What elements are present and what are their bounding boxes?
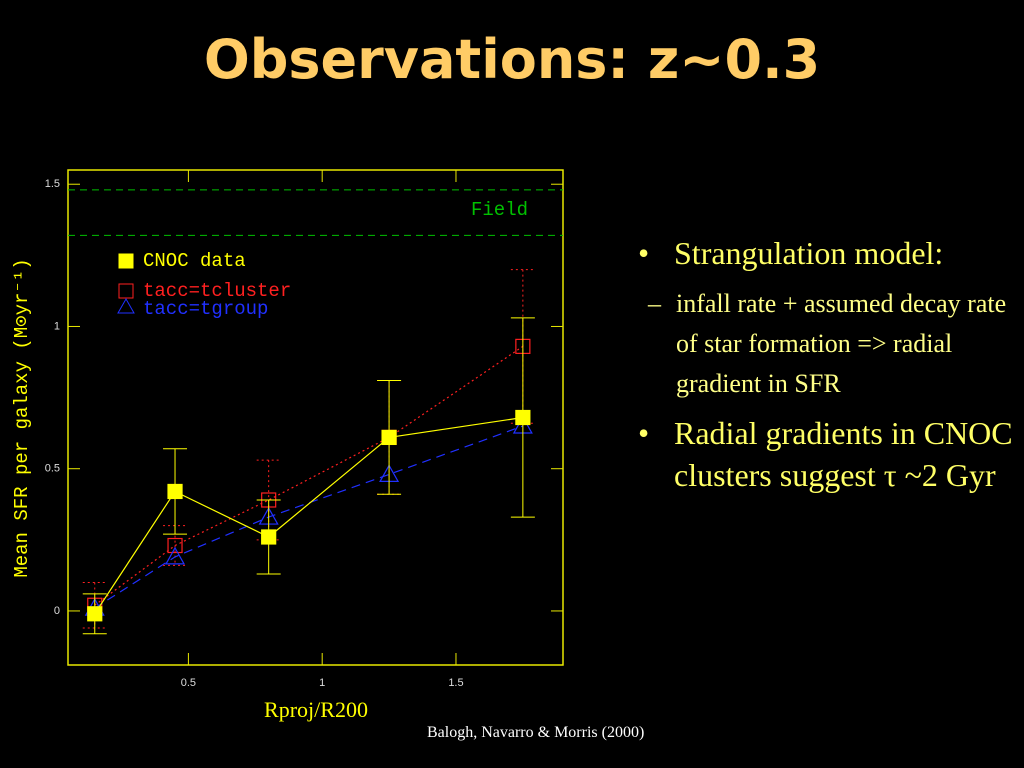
- marker: [515, 409, 531, 426]
- y-tick-label: 0: [54, 605, 60, 617]
- x-tick-label: 0.5: [181, 677, 196, 689]
- legend-label: CNOC data: [143, 250, 246, 272]
- bullet-list: • Strangulation model: – infall rate + ass…: [632, 232, 1017, 506]
- sub-bullet: – infall rate + assumed decay rate of sta…: [648, 289, 1007, 398]
- legend-marker: [118, 283, 134, 299]
- legend-marker: [117, 297, 135, 314]
- y-tick-label: 1: [54, 320, 60, 332]
- slide-title: Observations: z~0.3: [203, 28, 821, 91]
- series-line: [94, 416, 523, 615]
- plot-frame: [67, 169, 564, 666]
- x-tick-label: 1.5: [448, 677, 463, 689]
- marker: [261, 529, 277, 545]
- series-line: [94, 345, 524, 606]
- legend-label: tacc=tgroup: [143, 298, 268, 320]
- legend-marker: [118, 253, 134, 269]
- y-tick-label: 1.5: [45, 178, 60, 190]
- legend-label: tacc=tcluster: [143, 280, 291, 302]
- y-axis-label: Mean SFR per galaxy (M⊙yr⁻¹): [11, 258, 33, 577]
- sub-bullet-text: infall rate + assumed decay rate of star…: [676, 289, 1007, 398]
- x-tick-label: 1: [319, 677, 325, 689]
- bullet: • Radial gradients in CNOC clusters sugge…: [638, 415, 1013, 493]
- y-tick-label: 0.5: [45, 463, 60, 475]
- marker: [167, 537, 183, 554]
- chart: Rproj/R200 Mean SFR per galaxy (M⊙yr⁻¹) …: [11, 169, 564, 722]
- series-line: [94, 425, 524, 609]
- reference-label: Field: [471, 199, 528, 221]
- bullet-text: Radial gradients in CNOC clusters sugges…: [674, 415, 1013, 493]
- bullet-text: Strangulation model:: [674, 235, 944, 271]
- citation: Balogh, Navarro & Morris (2000): [427, 724, 645, 741]
- marker: [165, 546, 186, 565]
- bullet: • Strangulation model:: [638, 235, 944, 271]
- marker: [381, 429, 397, 446]
- marker: [167, 483, 183, 500]
- marker: [87, 606, 103, 622]
- x-axis-label: Rproj/R200: [264, 697, 368, 722]
